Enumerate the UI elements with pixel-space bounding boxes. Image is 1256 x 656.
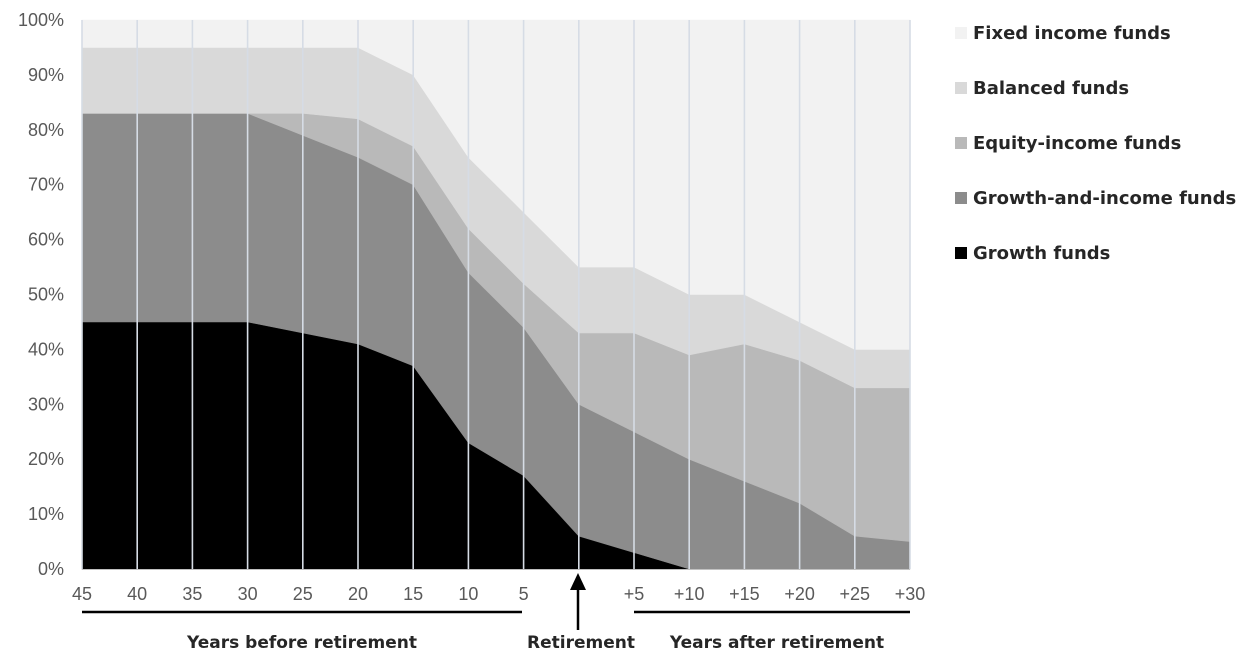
area-layers <box>81 19 911 570</box>
legend-swatch <box>955 247 967 259</box>
x-tick-label: +5 <box>624 584 645 604</box>
y-tick-label: 0% <box>38 559 64 579</box>
x-tick-label: +10 <box>674 584 705 604</box>
x-tick-label: 30 <box>238 584 258 604</box>
legend-label: Growth funds <box>973 243 1110 264</box>
retirement-arrow-head <box>570 573 586 590</box>
x-tick-label: +15 <box>729 584 760 604</box>
x-tick-label: 5 <box>519 584 529 604</box>
y-tick-label: 10% <box>28 504 64 524</box>
y-tick-label: 20% <box>28 449 64 469</box>
legend-item-equity-income-funds: Equity-income funds <box>955 133 1181 154</box>
x-tick-label: 20 <box>348 584 368 604</box>
x-tick-label: 15 <box>403 584 423 604</box>
y-axis: 0% 10% 20% 30% 40% 50% 60% 70% 80% 90% 100% <box>18 10 64 579</box>
legend-swatch <box>955 82 967 94</box>
x-tick-label: 10 <box>458 584 478 604</box>
x-axis: 45 40 35 30 25 20 15 10 5 +5 +10 +15 +20 +25 +30 <box>72 584 925 604</box>
vertical-gridlines <box>81 20 911 569</box>
x-tick-label: 35 <box>182 584 202 604</box>
x-tick-label: 40 <box>127 584 147 604</box>
x-tick-label: +25 <box>840 584 871 604</box>
annotations: Years before retirement Retirement Years… <box>82 573 910 653</box>
y-tick-label: 90% <box>28 65 64 85</box>
legend-swatch <box>955 192 967 204</box>
legend-item-fixed-income-funds: Fixed income funds <box>955 23 1171 44</box>
legend-item-balanced-funds: Balanced funds <box>955 78 1129 99</box>
legend-item-growth-funds: Growth funds <box>955 243 1110 264</box>
y-tick-label: 50% <box>28 285 64 305</box>
years-before-label: Years before retirement <box>186 633 417 653</box>
y-tick-label: 60% <box>28 230 64 250</box>
y-tick-label: 30% <box>28 394 64 414</box>
x-tick-label: 45 <box>72 584 92 604</box>
x-tick-label: +30 <box>895 584 926 604</box>
legend-swatch <box>955 137 967 149</box>
legend-label: Balanced funds <box>973 78 1129 99</box>
legend-swatch <box>955 27 967 39</box>
x-tick-label: +20 <box>784 584 815 604</box>
y-tick-label: 40% <box>28 339 64 359</box>
x-tick-label: 25 <box>293 584 313 604</box>
retirement-label: Retirement <box>527 633 635 653</box>
legend-item-growth-and-income-funds: Growth-and-income funds <box>955 188 1236 209</box>
legend-label: Fixed income funds <box>973 23 1171 44</box>
y-tick-label: 70% <box>28 175 64 195</box>
y-tick-label: 80% <box>28 120 64 140</box>
legend: Fixed income funds Balanced funds Equity-i… <box>955 23 1236 264</box>
legend-label: Equity-income funds <box>973 133 1181 154</box>
years-after-label: Years after retirement <box>669 633 884 653</box>
legend-label: Growth-and-income funds <box>973 188 1236 209</box>
y-tick-label: 100% <box>18 10 64 30</box>
